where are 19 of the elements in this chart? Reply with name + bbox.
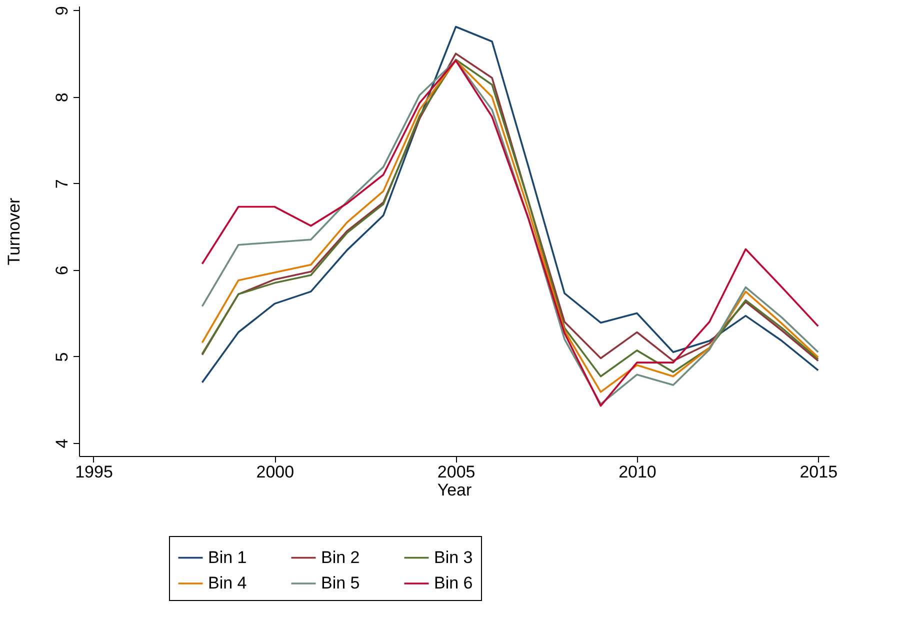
y-tick-label: 4	[52, 438, 72, 448]
x-tick-label: 2015	[800, 462, 838, 482]
y-axis-title: Turnover	[4, 197, 24, 266]
legend-label: Bin 6	[434, 574, 473, 592]
y-tick-label: 7	[52, 179, 72, 189]
y-tick-label: 6	[52, 266, 72, 276]
x-tick-label: 2000	[256, 462, 294, 482]
x-tick-label: 2010	[618, 462, 656, 482]
y-tick-label: 8	[52, 92, 72, 102]
x-tick-label: 2005	[437, 462, 476, 482]
legend-label: Bin 1	[208, 548, 247, 567]
y-tick-label: 5	[52, 352, 72, 362]
legend-label: Bin 3	[434, 548, 473, 567]
legend-label: Bin 4	[208, 574, 247, 592]
x-tick-label: 1995	[75, 462, 113, 482]
y-tick-label: 9	[52, 6, 72, 16]
legend-label: Bin 5	[321, 574, 360, 592]
x-axis-title: Year	[437, 480, 472, 500]
legend-label: Bin 2	[321, 548, 360, 567]
